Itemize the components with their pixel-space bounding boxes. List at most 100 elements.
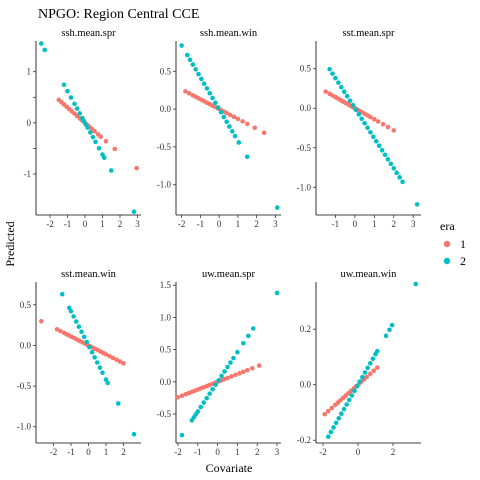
- data-point-era-2: [341, 89, 347, 94]
- data-point-era-2: [232, 133, 238, 139]
- data-point-era-2: [204, 395, 210, 401]
- data-point-era-2: [81, 334, 87, 340]
- data-point-era-1: [175, 394, 181, 400]
- data-point-era-2: [336, 80, 341, 85]
- data-point-era-2: [231, 355, 236, 361]
- data-point-era-2: [225, 364, 230, 370]
- x-tick-label: 2: [391, 447, 396, 457]
- y-tick-label: -0.2: [297, 435, 311, 445]
- data-point-era-1: [103, 352, 109, 357]
- x-tick-label: -2: [174, 447, 182, 457]
- data-point-era-1: [134, 165, 139, 171]
- data-point-era-2: [354, 383, 360, 389]
- panel-uw.mean.win: uw.mean.win -2 0 2 -0.2 0.0 0.2: [297, 269, 421, 457]
- data-point-era-2: [246, 333, 251, 339]
- data-point-era-2: [362, 120, 367, 126]
- y-tick-label: -1: [24, 169, 32, 179]
- data-point-era-2: [71, 314, 76, 319]
- data-point-era-1: [114, 357, 119, 363]
- data-point-era-1: [252, 125, 258, 131]
- data-point-era-2: [93, 139, 98, 145]
- data-point-era-2: [236, 140, 242, 145]
- data-point-era-2: [190, 62, 196, 67]
- data-point-era-2: [198, 404, 204, 410]
- panel-strip-title: ssh.mean.win: [200, 28, 258, 39]
- y-tick-label: 0.5: [300, 64, 312, 74]
- data-point-era-2: [376, 143, 382, 149]
- data-point-era-1: [322, 411, 328, 417]
- data-point-era-2: [368, 129, 373, 135]
- y-tick-label: -1.0: [157, 180, 172, 190]
- data-point-era-2: [338, 84, 344, 90]
- data-point-era-1: [256, 363, 262, 368]
- panel-ssh.mean.spr: ssh.mean.spr -2 -1 0 1 2 3 -1 0 1: [24, 28, 141, 229]
- data-point-era-2: [213, 100, 218, 106]
- data-point-era-2: [222, 369, 227, 374]
- x-tick-label: 3: [411, 219, 416, 229]
- data-point-era-1: [58, 328, 63, 334]
- x-tick-label: 3: [135, 219, 140, 229]
- data-point-era-1: [375, 119, 381, 124]
- data-point-era-2: [339, 411, 344, 417]
- chart-title: NPGO: Region Central CCE: [38, 7, 199, 22]
- data-point-era-2: [73, 319, 79, 324]
- y-tick-label: 1.0: [160, 312, 172, 322]
- legend-label-era-1: 1: [460, 237, 466, 251]
- data-point-era-2: [201, 81, 207, 86]
- panel-strip-title: uw.mean.spr: [202, 269, 255, 280]
- panel-ssh.mean.win: ssh.mean.win -2 -1 0 1 2 3 -1.0 -0.5 0.0 0.5: [157, 28, 281, 229]
- data-point-era-2: [367, 361, 373, 366]
- data-point-era-1: [241, 369, 246, 375]
- data-point-era-2: [357, 379, 363, 384]
- y-tick-label: 0.0: [300, 103, 312, 113]
- data-point-era-1: [245, 367, 250, 373]
- data-point-era-2: [336, 415, 342, 421]
- data-point-era-1: [183, 89, 188, 94]
- data-point-era-2: [179, 43, 184, 48]
- data-point-era-2: [333, 420, 339, 426]
- data-point-era-2: [349, 393, 355, 398]
- data-point-era-1: [92, 129, 97, 134]
- x-tick-label: -2: [319, 447, 327, 457]
- data-point-era-2: [90, 134, 96, 140]
- data-point-era-2: [235, 349, 240, 355]
- data-point-era-2: [394, 170, 399, 176]
- x-tick-label: 0: [356, 447, 361, 457]
- data-point-era-2: [224, 119, 229, 125]
- data-point-era-2: [327, 66, 332, 72]
- x-tick-label: 1: [235, 447, 240, 457]
- data-point-era-2: [371, 134, 376, 140]
- data-point-era-2: [383, 333, 389, 339]
- panel-strip-title: uw.mean.win: [341, 269, 398, 280]
- y-tick-label: 0: [27, 118, 32, 128]
- y-tick-label: 0.0: [20, 340, 32, 350]
- data-point-era-2: [42, 47, 48, 53]
- x-tick-label: 0: [217, 219, 222, 229]
- x-tick-label: 3: [273, 219, 278, 229]
- data-point-era-1: [231, 114, 237, 120]
- x-tick-label: 1: [236, 219, 241, 229]
- data-point-era-2: [352, 388, 357, 394]
- data-point-era-2: [227, 124, 232, 129]
- data-point-era-1: [112, 146, 118, 152]
- data-point-era-2: [241, 341, 246, 346]
- legend-label-era-2: 2: [460, 254, 466, 268]
- y-tick-label: 0.0: [160, 104, 172, 114]
- data-point-era-1: [329, 405, 335, 411]
- data-point-era-2: [365, 125, 370, 131]
- data-point-era-2: [207, 391, 212, 396]
- x-tick-label: -2: [178, 219, 186, 229]
- x-tick-label: 2: [254, 219, 259, 229]
- data-point-era-2: [201, 400, 207, 405]
- data-point-era-2: [379, 148, 385, 153]
- data-point-era-2: [87, 130, 93, 135]
- data-point-era-2: [193, 67, 198, 72]
- data-point-era-2: [414, 202, 420, 207]
- data-point-era-2: [356, 111, 362, 117]
- x-tick-label: 2: [121, 447, 126, 457]
- data-point-era-2: [397, 175, 402, 180]
- data-point-era-2: [77, 111, 83, 116]
- data-point-era-2: [196, 71, 201, 77]
- data-point-era-2: [244, 154, 250, 160]
- data-point-era-2: [207, 90, 213, 96]
